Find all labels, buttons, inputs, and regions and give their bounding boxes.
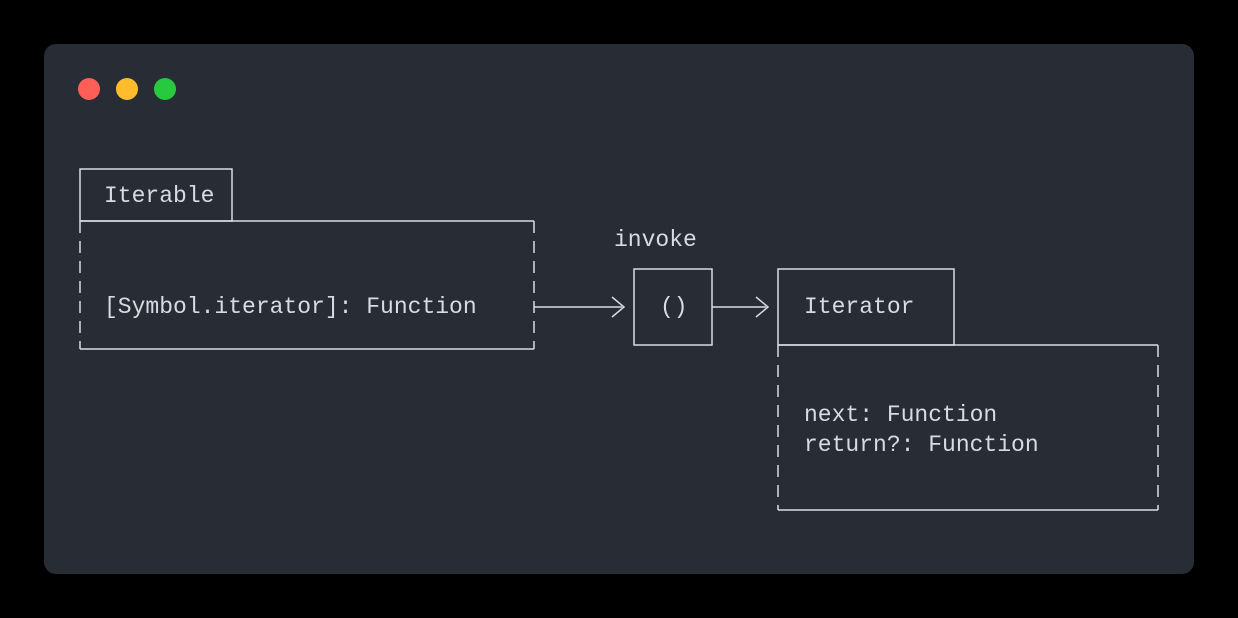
node-iterator: Iterator next: Function return?: Functio… xyxy=(778,269,1158,510)
node-iterator-body-line-1: return?: Function xyxy=(804,432,1039,458)
protocol-diagram: Iterable [Symbol.iterator]: Function inv… xyxy=(44,44,1194,574)
editor-window: Iterable [Symbol.iterator]: Function inv… xyxy=(44,44,1194,574)
edge-iterable-to-invoke xyxy=(534,297,624,317)
node-invoke: invoke () xyxy=(614,227,712,345)
node-iterable: Iterable [Symbol.iterator]: Function xyxy=(80,169,534,349)
node-invoke-label: invoke xyxy=(614,227,697,253)
node-invoke-parens: () xyxy=(660,294,688,320)
node-iterator-body-line-0: next: Function xyxy=(804,402,997,428)
node-iterator-title: Iterator xyxy=(804,294,914,320)
node-iterable-body-line-0: [Symbol.iterator]: Function xyxy=(104,294,477,320)
node-iterable-title: Iterable xyxy=(104,183,214,209)
edge-invoke-to-iterator xyxy=(712,297,768,317)
